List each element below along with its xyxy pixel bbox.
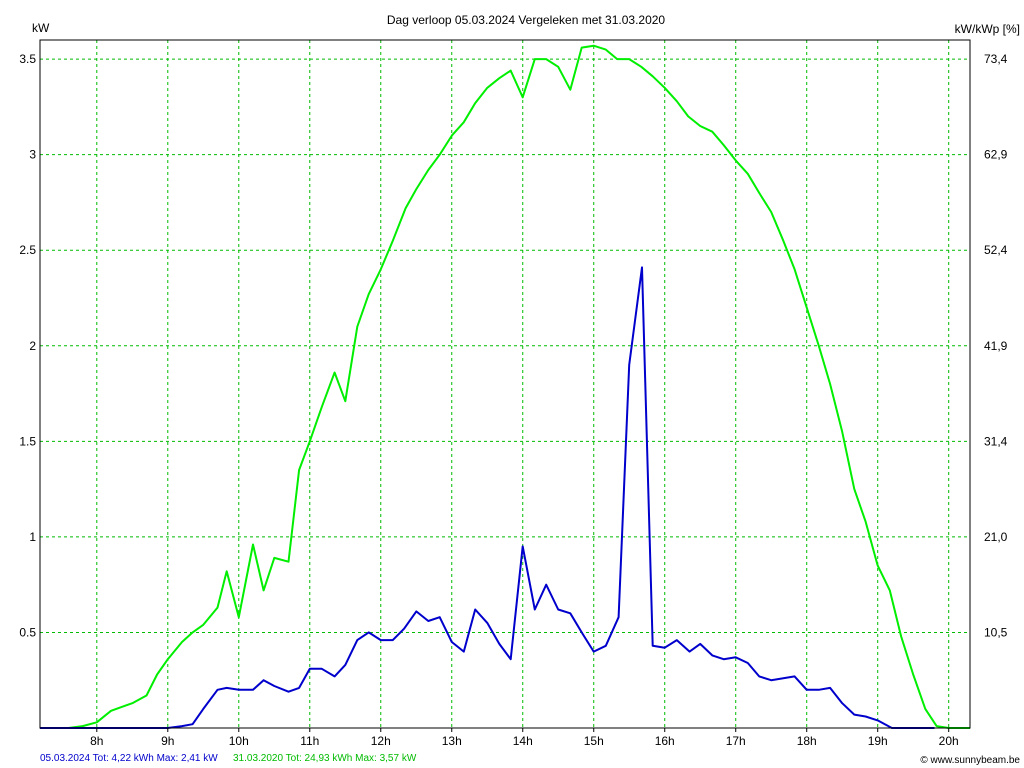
y-left-tick-1: 1	[29, 530, 36, 544]
x-tick-16h: 16h	[655, 734, 675, 748]
series-line-31-03-2020	[40, 44, 970, 729]
x-tick-11h: 11h	[300, 734, 319, 748]
y-axis-left-label: kW	[32, 21, 50, 35]
y-left-tick-0-5: 0.5	[19, 625, 36, 639]
grid-lines	[40, 40, 970, 728]
footer-series-2-summary: 31.03.2020 Tot: 24,93 kWh Max: 3,57 kW	[233, 753, 417, 764]
plot-frame	[39, 39, 971, 729]
y-right-tick-21-0: 21,0	[984, 530, 1008, 544]
x-tick-17h: 17h	[726, 734, 746, 748]
x-tick-20h: 20h	[939, 734, 959, 748]
y-left-tick-2: 2	[29, 339, 36, 353]
chart-title: Dag verloop 05.03.2024 Vergeleken met 31…	[387, 13, 666, 27]
y-right-tick-73-4: 73,4	[984, 52, 1008, 66]
x-tick-10h: 10h	[229, 734, 249, 748]
footer-series-1-summary: 05.03.2024 Tot: 4,22 kWh Max: 2,41 kW	[40, 753, 218, 764]
series-layer	[40, 44, 970, 729]
y-right-tick-31-4: 31,4	[984, 434, 1008, 448]
y-axis-right-label: kW/kWp [%]	[955, 22, 1020, 36]
y-right-tick-41-9: 41,9	[984, 339, 1008, 353]
y-left-tick-3-5: 3.5	[19, 52, 36, 66]
y-left-tick-1-5: 1.5	[19, 434, 36, 448]
x-tick-15h: 15h	[584, 734, 604, 748]
axes	[39, 39, 971, 732]
y-right-tick-10-5: 10,5	[984, 625, 1008, 639]
x-tick-12h: 12h	[371, 734, 391, 748]
y-left-tick-labels: 0.5 1 1.5 2 2.5 3 3.5	[19, 52, 36, 639]
y-right-tick-62-9: 62,9	[984, 148, 1008, 162]
x-tick-labels: 8h 9h 10h 11h 12h 13h 14h 15h 16h 17h 18h 19h 20h	[90, 734, 959, 748]
series-line-05-03-2024	[40, 266, 935, 729]
x-tick-19h: 19h	[868, 734, 888, 748]
x-tick-9h: 9h	[161, 734, 174, 748]
x-tick-18h: 18h	[797, 734, 817, 748]
y-right-tick-labels: 10,5 21,0 31,4 41,9 52,4 62,9 73,4	[984, 52, 1008, 639]
y-left-tick-3: 3	[29, 148, 36, 162]
footer-copyright: © www.sunnybeam.be	[920, 755, 1020, 766]
x-tick-14h: 14h	[513, 734, 533, 748]
x-tick-8h: 8h	[90, 734, 103, 748]
y-left-tick-2-5: 2.5	[19, 243, 36, 257]
y-right-tick-52-4: 52,4	[984, 243, 1008, 257]
x-tick-13h: 13h	[442, 734, 462, 748]
